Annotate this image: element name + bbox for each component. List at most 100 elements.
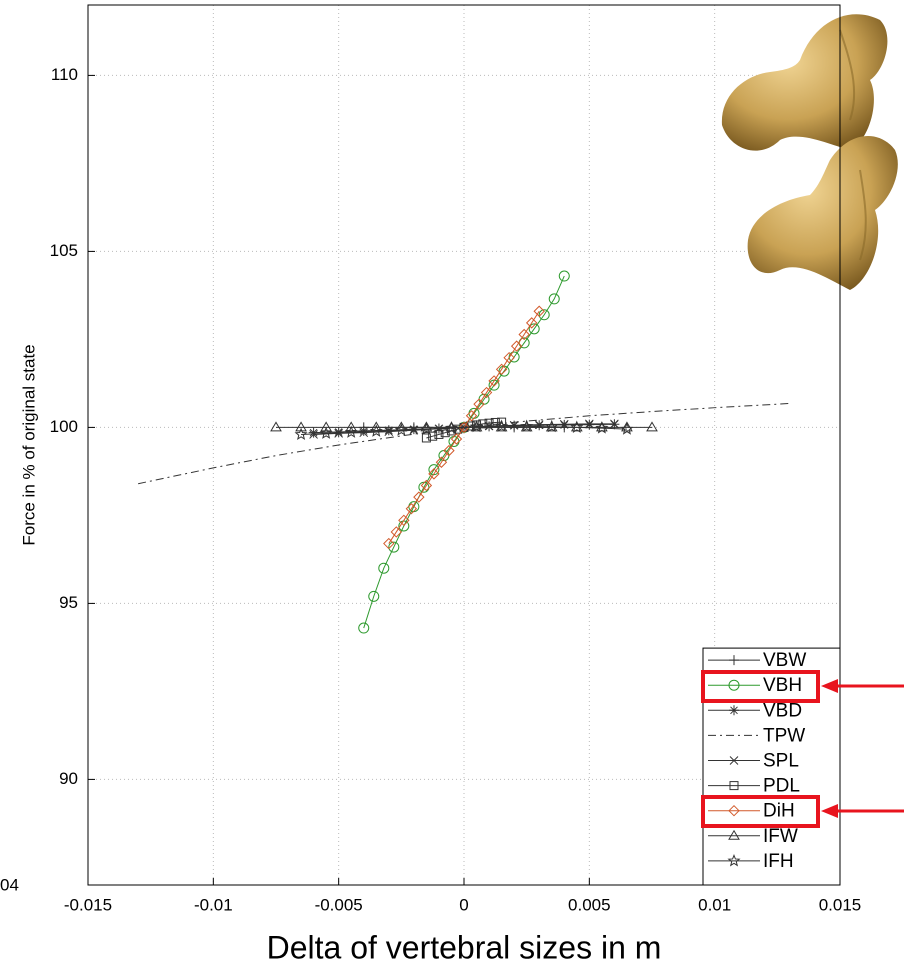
marker [435,456,448,468]
legend-label: VBW [763,650,806,671]
marker [369,424,383,437]
stray-label: 04 [0,875,19,894]
legend-label: VBD [763,700,802,721]
marker [294,427,308,440]
y-tick-label: 95 [59,593,78,612]
marker [421,433,431,443]
legend-label: IFW [763,826,798,847]
vertebra-image [721,14,898,290]
plot-frame [87,4,841,886]
legend-marker [728,804,740,817]
marker [473,398,485,410]
marker [595,421,609,434]
marker [480,386,493,399]
marker [333,426,344,437]
marker [620,422,634,435]
y-axis-label: Force in % of original state [19,344,38,545]
marker [388,541,400,553]
legend-marker [729,781,739,791]
marker [383,425,394,436]
legend-label: DiH [763,801,795,822]
marker [434,429,444,439]
marker [383,537,395,550]
y-tick-label: 110 [51,65,78,84]
marker [518,328,530,341]
marker [488,375,500,387]
marker [520,419,534,432]
marker [503,351,515,364]
marker [398,514,410,527]
marker [548,293,560,305]
legend-marker [729,705,739,716]
marker [359,428,369,438]
x-tick-label: 0.005 [568,895,611,914]
marker [443,444,455,457]
marker [420,421,433,432]
marker [495,363,508,376]
marker [394,423,408,436]
marker [584,419,594,429]
marker [570,420,584,433]
legend-marker [728,679,740,691]
marker [319,426,333,439]
marker [470,419,484,433]
x-tick-label: 0.015 [819,895,862,914]
marker [384,427,394,436]
marker [358,425,369,436]
x-tick-label: 0.01 [698,895,731,914]
marker [465,410,478,422]
x-tick-label: -0.005 [315,895,363,914]
marker [418,481,430,493]
y-tick-label: 90 [59,769,78,788]
x-axis-label: Delta of vertebral sizes in m [267,929,662,965]
marker [646,421,658,432]
marker [395,421,408,432]
marker [510,340,523,352]
marker [509,420,519,430]
marker [408,424,419,435]
legend-marker [728,829,740,840]
marker [345,421,358,432]
marker [413,491,425,503]
marker [295,421,307,432]
y-tick-label: 100 [50,417,78,436]
marker [344,425,358,438]
legend-label: TPW [763,725,805,746]
x-tick-label: 0 [459,895,468,914]
marker [309,430,318,439]
marker [334,429,344,438]
marker [610,419,619,429]
marker [545,419,559,433]
marker [525,317,538,329]
x-tick-label: -0.01 [194,895,233,914]
legend-marker [729,756,739,765]
legend-label: SPL [763,751,799,772]
marker [378,562,390,574]
series-line [301,425,627,435]
legend-marker [729,655,739,666]
marker [538,309,550,321]
marker [533,305,545,317]
marker [528,323,540,335]
marker [405,503,418,515]
marker [368,590,380,602]
legend-marker [727,854,741,867]
marker [320,421,333,432]
marker [419,422,433,435]
legend-label: VBH [763,675,802,696]
marker [444,421,458,434]
marker [621,421,633,432]
marker [450,433,463,445]
marker [458,421,470,434]
marker [270,421,282,432]
marker [308,427,319,438]
y-tick-label: 105 [50,241,78,260]
marker [570,421,583,432]
legend-label: PDL [763,776,800,797]
marker [358,622,370,634]
marker [390,526,403,538]
marker [428,468,440,480]
marker [495,419,509,432]
legend-label: IFH [763,851,794,872]
